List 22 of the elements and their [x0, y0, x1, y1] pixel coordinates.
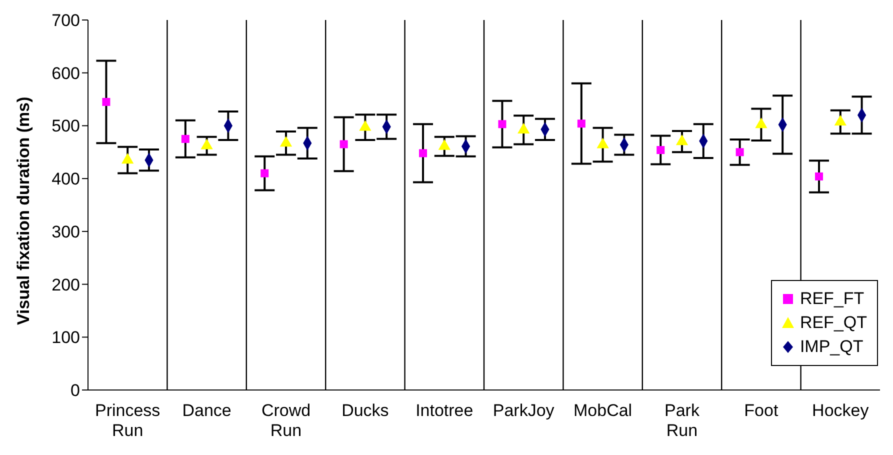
x-tick-label: Park Run [664, 401, 700, 440]
x-tick-label: Crowd Run [261, 401, 311, 440]
x-tick-label: ParkJoy [492, 401, 555, 420]
x-tick-label: Hockey [812, 401, 870, 420]
x-tick-label: Dance [182, 401, 232, 420]
y-tick-label: 100 [52, 328, 80, 348]
x-tick-label: Foot [744, 401, 778, 420]
x-tick-label: Intotree [416, 401, 474, 420]
y-tick-label: 400 [52, 170, 80, 189]
y-tick-label: 700 [52, 11, 80, 30]
x-tick-label: Princess Run [95, 401, 160, 440]
x-tick-label: MobCal [574, 401, 632, 420]
y-axis-title: Visual fixation duration (ms) [14, 96, 34, 325]
legend-label: REF_FT [800, 288, 864, 310]
y-tick-label: 300 [52, 222, 80, 242]
legend-label: IMP_QT [800, 336, 864, 358]
y-tick-label: 600 [52, 64, 80, 83]
y-tick-label: 0 [70, 381, 80, 400]
y-tick-label: 200 [52, 275, 80, 294]
legend-label: REF_QT [800, 312, 867, 334]
x-tick-label: Ducks [342, 401, 389, 420]
y-tick-label: 500 [52, 116, 80, 136]
